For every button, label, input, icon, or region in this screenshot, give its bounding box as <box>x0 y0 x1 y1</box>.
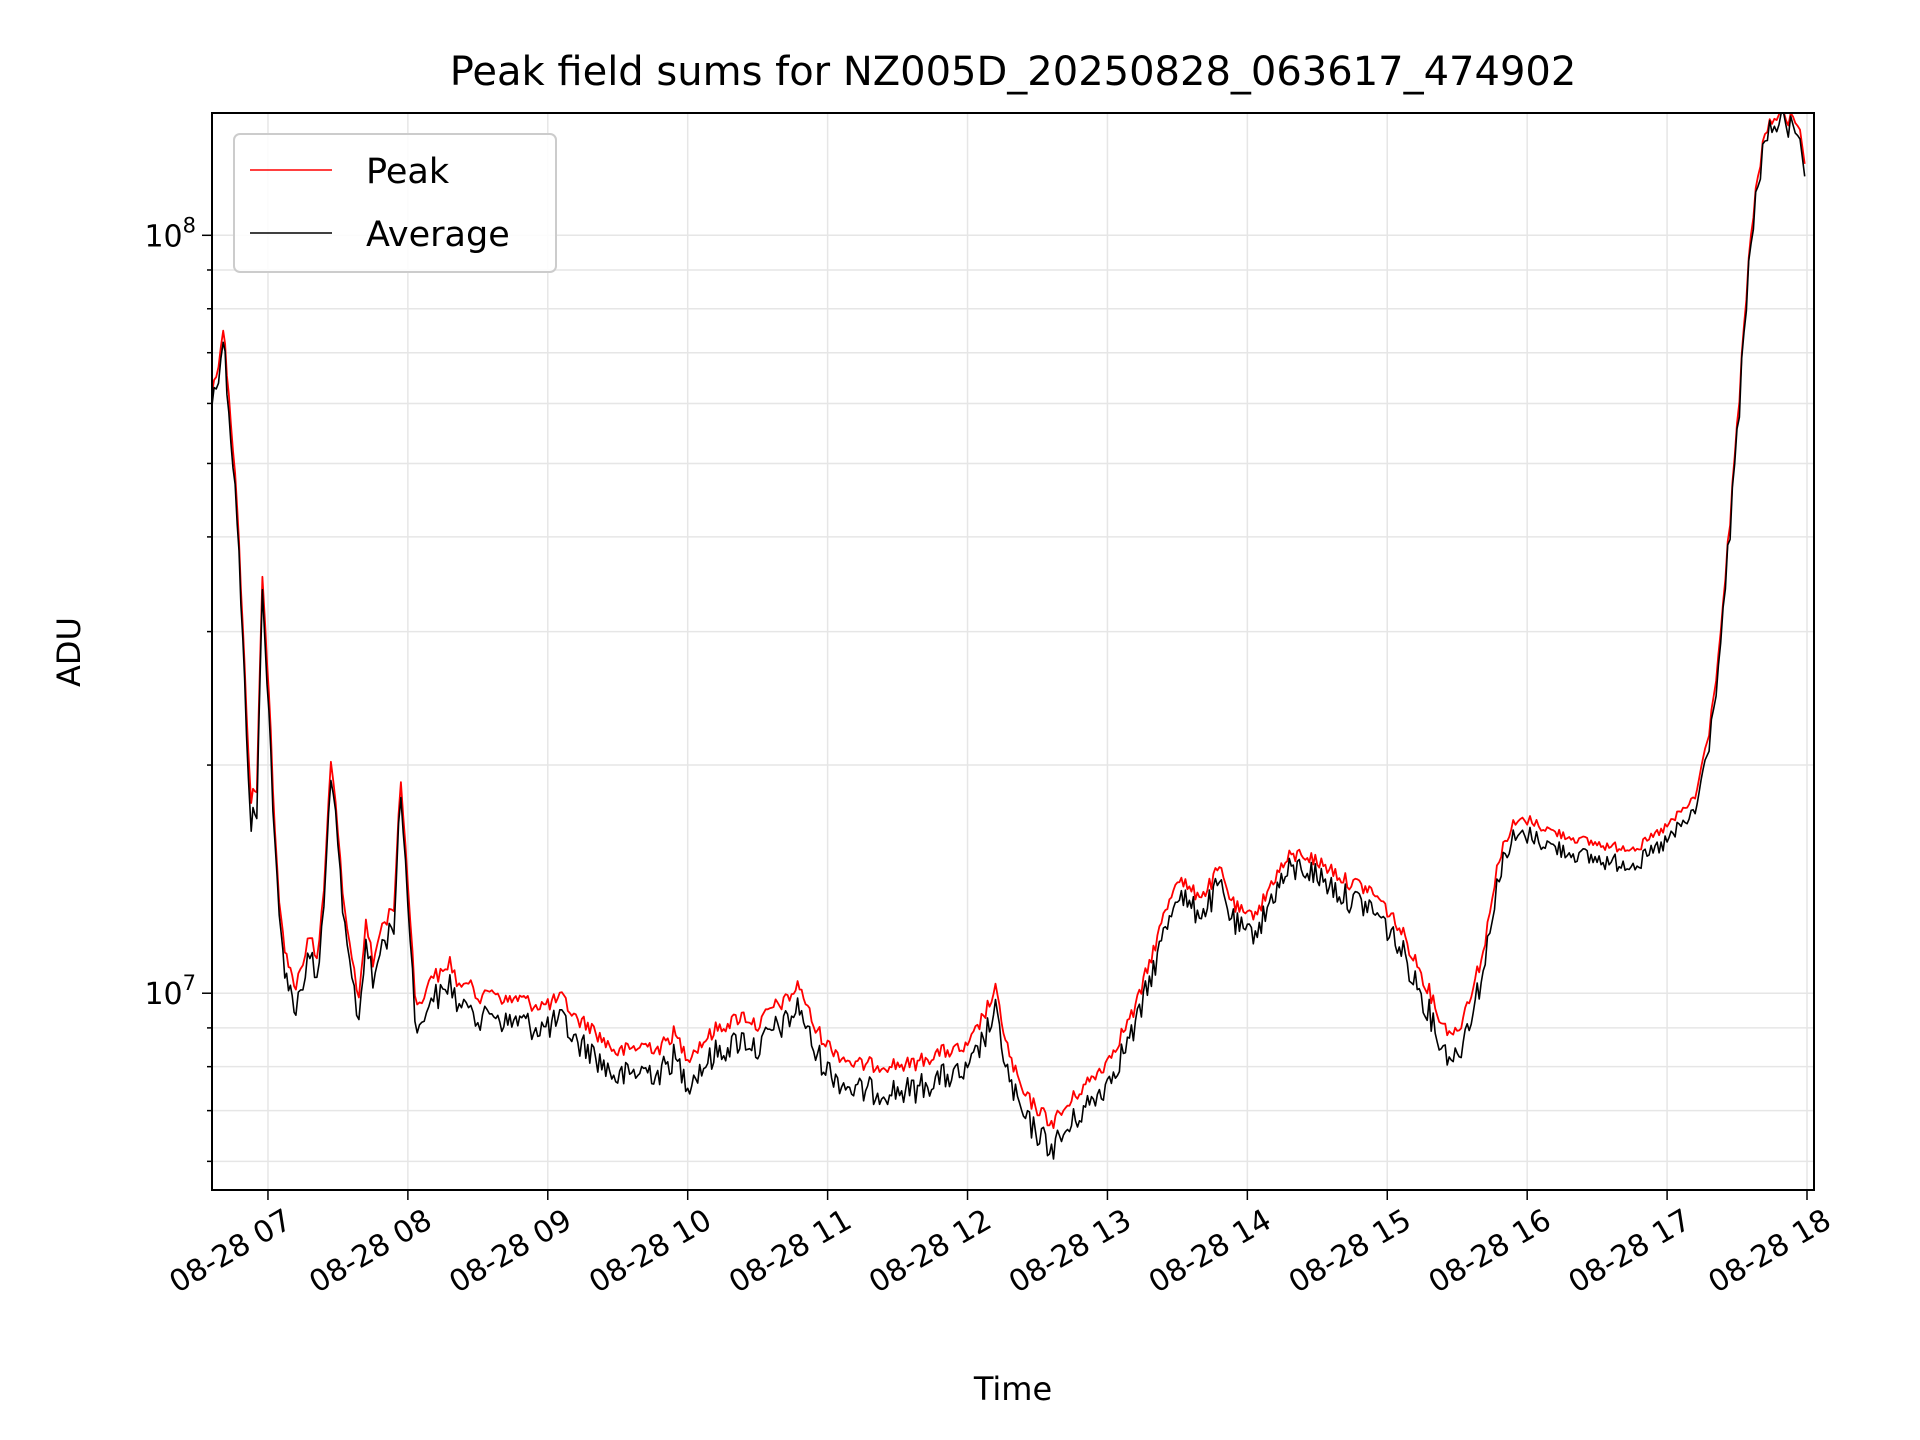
series-layer <box>212 113 1806 1160</box>
series-line-average <box>212 113 1806 1160</box>
y-axis-label: ADU <box>50 617 88 687</box>
legend-label-average: Average <box>366 215 510 255</box>
chart-title: Peak field sums for NZ005D_20250828_0636… <box>450 49 1577 95</box>
legend-label-peak: Peak <box>366 152 450 192</box>
plot-frame <box>211 112 1815 1191</box>
legend: Peak Average <box>233 133 557 273</box>
y-axis: 107 108 <box>144 213 212 1163</box>
x-axis-label: Time <box>973 1370 1052 1408</box>
y-tick-label: 108 <box>144 213 196 254</box>
series-line-peak <box>212 113 1806 1129</box>
legend-box <box>233 133 557 273</box>
y-tick-label: 107 <box>144 971 196 1012</box>
